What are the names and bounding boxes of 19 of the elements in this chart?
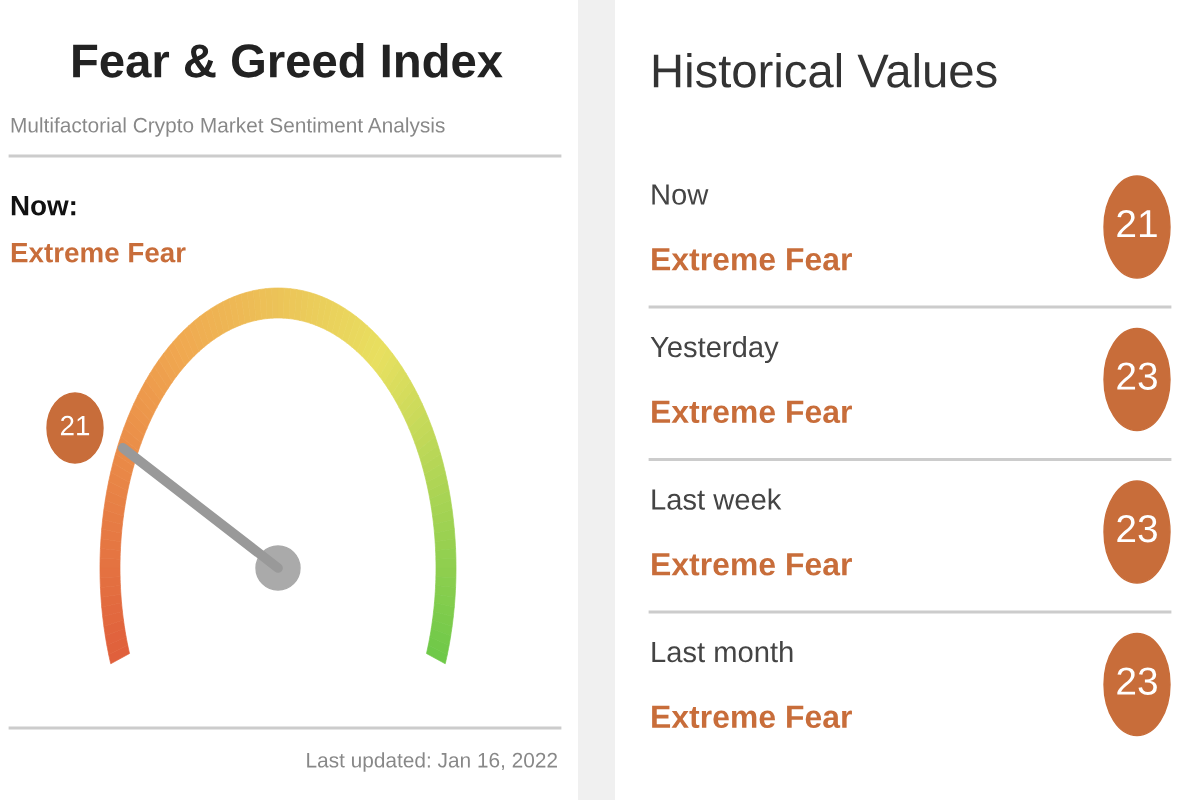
text: Extreme Fear xyxy=(652,248,852,271)
category-label: Extreme Fear xyxy=(11,243,186,263)
text: Extreme Fear xyxy=(652,400,852,424)
text: Extreme Fear xyxy=(652,705,852,729)
data-label: 23 xyxy=(1117,667,1157,695)
category-label: Last month xyxy=(652,640,793,663)
category-label: Now xyxy=(652,184,709,205)
data-label: 21 xyxy=(60,415,90,436)
category-label: Last week xyxy=(652,488,782,510)
text: Multifactorial Crypto Market Sentiment Analysis xyxy=(11,117,445,137)
data-label: 21 xyxy=(1117,209,1157,238)
text: Fear & Greed Index xyxy=(73,42,503,78)
category-label: Yesterday xyxy=(650,335,779,364)
text: Now: xyxy=(11,196,76,216)
text: Historical Values xyxy=(653,52,997,88)
text: Last updated: Jan 16, 2022 xyxy=(307,752,557,772)
data-label: 23 xyxy=(1117,514,1157,543)
data-label: 23 xyxy=(1117,362,1157,390)
text: Extreme Fear xyxy=(652,553,852,576)
